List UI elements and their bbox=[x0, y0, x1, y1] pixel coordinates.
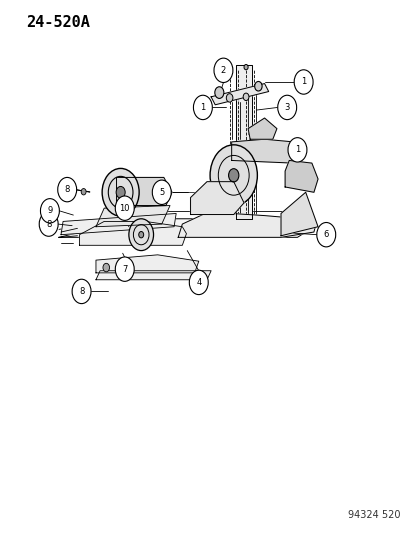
Polygon shape bbox=[211, 84, 268, 105]
Text: 6: 6 bbox=[323, 230, 328, 239]
Ellipse shape bbox=[103, 263, 109, 272]
Ellipse shape bbox=[226, 94, 233, 102]
Text: 3: 3 bbox=[284, 103, 289, 112]
Ellipse shape bbox=[254, 82, 261, 91]
Circle shape bbox=[115, 196, 134, 220]
Ellipse shape bbox=[242, 93, 248, 101]
Polygon shape bbox=[96, 206, 170, 227]
Circle shape bbox=[72, 279, 91, 304]
Text: 8: 8 bbox=[64, 185, 70, 194]
Circle shape bbox=[189, 270, 208, 295]
Circle shape bbox=[316, 222, 335, 247]
Polygon shape bbox=[79, 221, 186, 245]
Text: 1: 1 bbox=[200, 103, 205, 112]
Ellipse shape bbox=[214, 87, 223, 99]
Polygon shape bbox=[116, 177, 172, 206]
Polygon shape bbox=[59, 219, 313, 237]
Ellipse shape bbox=[102, 168, 139, 216]
Text: 8: 8 bbox=[79, 287, 84, 296]
Polygon shape bbox=[190, 182, 243, 215]
Ellipse shape bbox=[226, 65, 232, 72]
Circle shape bbox=[40, 199, 59, 223]
Polygon shape bbox=[96, 255, 198, 273]
Circle shape bbox=[152, 180, 171, 205]
Text: 94324 520: 94324 520 bbox=[347, 510, 399, 520]
Circle shape bbox=[39, 212, 58, 236]
Polygon shape bbox=[231, 139, 297, 163]
Ellipse shape bbox=[243, 64, 247, 70]
Polygon shape bbox=[247, 118, 276, 139]
Circle shape bbox=[214, 58, 233, 83]
Text: 1: 1 bbox=[294, 146, 299, 155]
Text: 9: 9 bbox=[47, 206, 52, 215]
Ellipse shape bbox=[116, 187, 125, 198]
Text: 4: 4 bbox=[196, 278, 201, 287]
Circle shape bbox=[115, 257, 134, 281]
Polygon shape bbox=[96, 271, 211, 280]
Circle shape bbox=[294, 70, 312, 94]
Ellipse shape bbox=[209, 145, 257, 206]
Ellipse shape bbox=[128, 219, 153, 251]
Ellipse shape bbox=[81, 189, 86, 195]
Text: 1: 1 bbox=[300, 77, 306, 86]
Text: 8: 8 bbox=[46, 220, 51, 229]
Text: 2: 2 bbox=[220, 66, 225, 75]
Text: 5: 5 bbox=[159, 188, 164, 197]
Polygon shape bbox=[285, 160, 317, 192]
Polygon shape bbox=[280, 192, 317, 236]
Circle shape bbox=[57, 177, 76, 202]
Ellipse shape bbox=[228, 168, 238, 182]
Polygon shape bbox=[235, 65, 252, 219]
Ellipse shape bbox=[138, 231, 143, 238]
Polygon shape bbox=[61, 214, 176, 235]
Circle shape bbox=[287, 138, 306, 162]
Text: 24-520A: 24-520A bbox=[26, 14, 90, 30]
Text: 7: 7 bbox=[122, 265, 127, 273]
Text: 10: 10 bbox=[119, 204, 130, 213]
Polygon shape bbox=[178, 214, 315, 237]
Circle shape bbox=[193, 95, 212, 119]
Circle shape bbox=[277, 95, 296, 119]
